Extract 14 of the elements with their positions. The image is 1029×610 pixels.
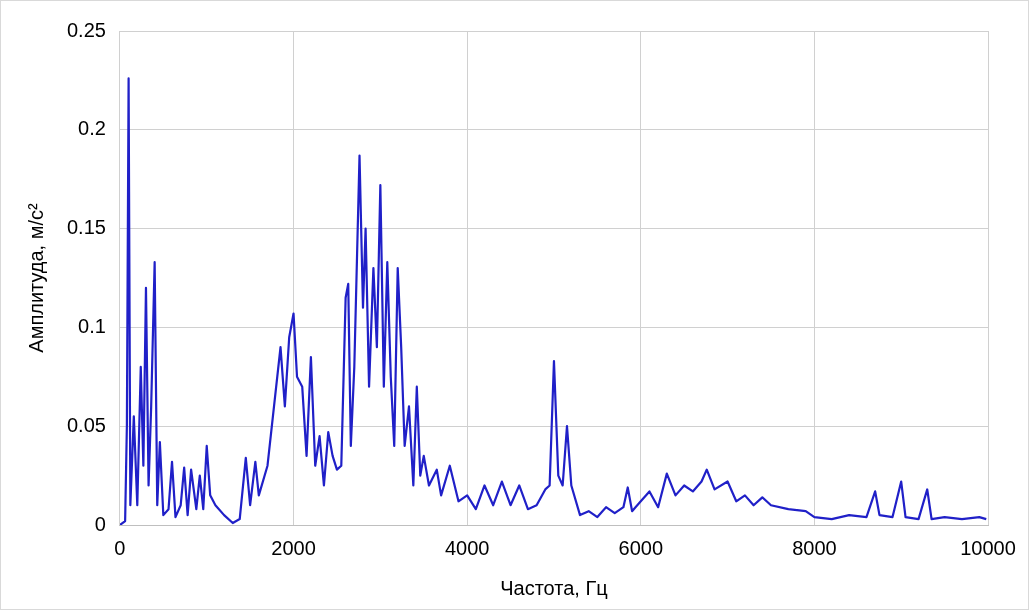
x-tick-label: 4000 <box>444 536 490 559</box>
y-tick-label: 0.25 <box>66 18 106 41</box>
y-axis-title: Амплитуда, м/с² <box>24 202 47 353</box>
y-tick-label: 0.05 <box>66 413 106 436</box>
y-tick-label: 0 <box>94 512 106 535</box>
x-tick-label: 8000 <box>792 536 837 559</box>
y-tick-label: 0.2 <box>78 117 106 140</box>
x-tick-label: 2000 <box>271 536 316 559</box>
x-axis-title: Частота, Гц <box>500 576 608 599</box>
x-tick-label: 10000 <box>960 536 1016 559</box>
y-tick-label: 0.15 <box>66 216 106 239</box>
y-tick-label: 0.1 <box>78 314 106 337</box>
x-tick-label: 0 <box>114 536 126 559</box>
x-tick-label: 6000 <box>618 536 664 559</box>
